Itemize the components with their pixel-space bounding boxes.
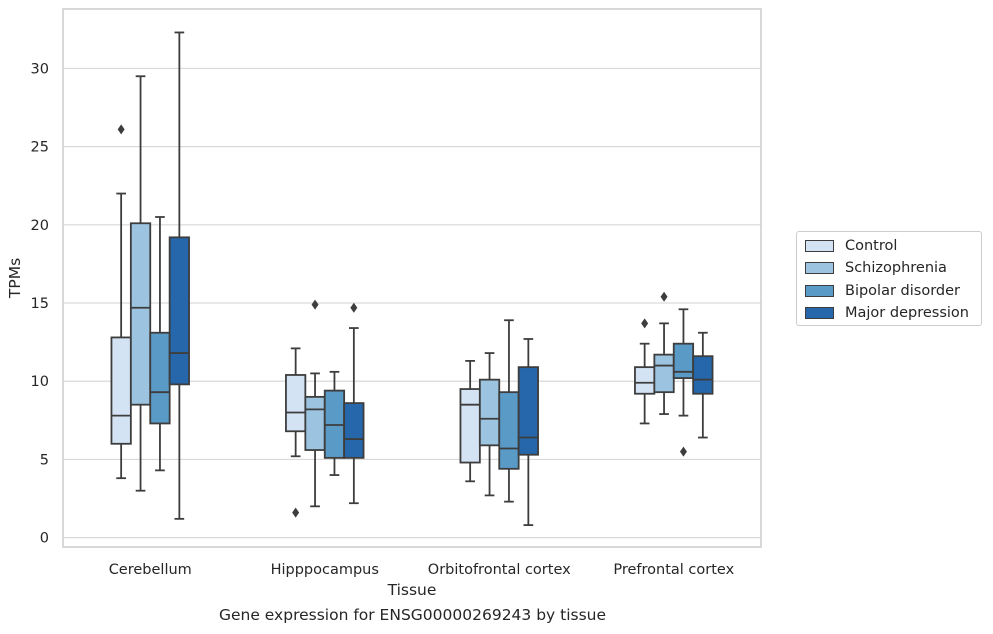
y-tick-label-20: 20 — [31, 218, 49, 234]
x-axis-label: Tissue — [387, 581, 437, 599]
box-1-1-iqr — [304, 395, 326, 451]
x-tick-label-1: Hipppocampus — [271, 562, 379, 578]
legend-swatch-schizophrenia — [805, 262, 834, 274]
box-1-3-iqr — [653, 353, 675, 394]
box-2-3-outlier-0 — [679, 446, 687, 457]
y-tick-label-25: 25 — [31, 140, 49, 156]
box-3-1-iqr — [343, 402, 365, 459]
box-0-1-iqr — [285, 374, 307, 433]
y-tick-label-0: 0 — [40, 531, 49, 547]
box-0-0-outlier-0 — [117, 124, 125, 135]
legend-label-schizophrenia: Schizophrenia — [845, 260, 947, 276]
box-3-0-iqr — [168, 236, 190, 386]
y-axis-label: TPMs — [6, 258, 24, 299]
box-2-3-iqr — [672, 342, 695, 379]
x-tick-label-2: Orbitofrontal cortex — [428, 562, 571, 578]
y-tick-label-30: 30 — [31, 61, 49, 77]
box-1-0-iqr — [129, 222, 152, 406]
plot-frame — [62, 8, 762, 548]
legend-item-major-depression: Major depression — [805, 304, 969, 322]
box-1-1-outlier-0 — [311, 299, 319, 310]
y-tick-label-5: 5 — [40, 452, 49, 468]
legend-swatch-major-depression — [805, 307, 834, 319]
legend-item-schizophrenia: Schizophrenia — [805, 259, 947, 277]
box-1-2-iqr — [478, 378, 501, 447]
box-2-2-iqr — [498, 391, 520, 470]
box-0-1-outlier-0 — [292, 507, 300, 518]
box-1-3-outlier-0 — [660, 291, 668, 302]
box-3-1-outlier-0 — [350, 302, 358, 313]
legend-swatch-bipolar — [805, 285, 834, 297]
legend-label-bipolar: Bipolar disorder — [845, 283, 960, 299]
box-3-2-iqr — [517, 366, 539, 456]
box-0-3-outlier-0 — [641, 318, 649, 329]
legend-label-control: Control — [845, 238, 898, 254]
y-tick-label-10: 10 — [31, 374, 49, 390]
box-0-2-iqr — [459, 388, 481, 464]
legend: Control Schizophrenia Bipolar disorder M… — [796, 231, 982, 326]
y-tick-label-15: 15 — [31, 296, 49, 312]
figure-caption: Gene expression for ENSG00000269243 by t… — [218, 606, 607, 624]
legend-item-control: Control — [805, 237, 897, 255]
legend-item-bipolar: Bipolar disorder — [805, 282, 960, 300]
x-tick-label-0: Cerebellum — [109, 562, 192, 578]
box-0-0-iqr — [110, 336, 132, 445]
legend-swatch-control — [805, 240, 834, 252]
box-0-3-iqr — [634, 366, 656, 395]
legend-label-major-depression: Major depression — [845, 305, 969, 321]
x-tick-label-3: Prefrontal cortex — [613, 562, 734, 578]
box-2-0-iqr — [149, 331, 171, 425]
box-3-3-iqr — [692, 355, 714, 395]
